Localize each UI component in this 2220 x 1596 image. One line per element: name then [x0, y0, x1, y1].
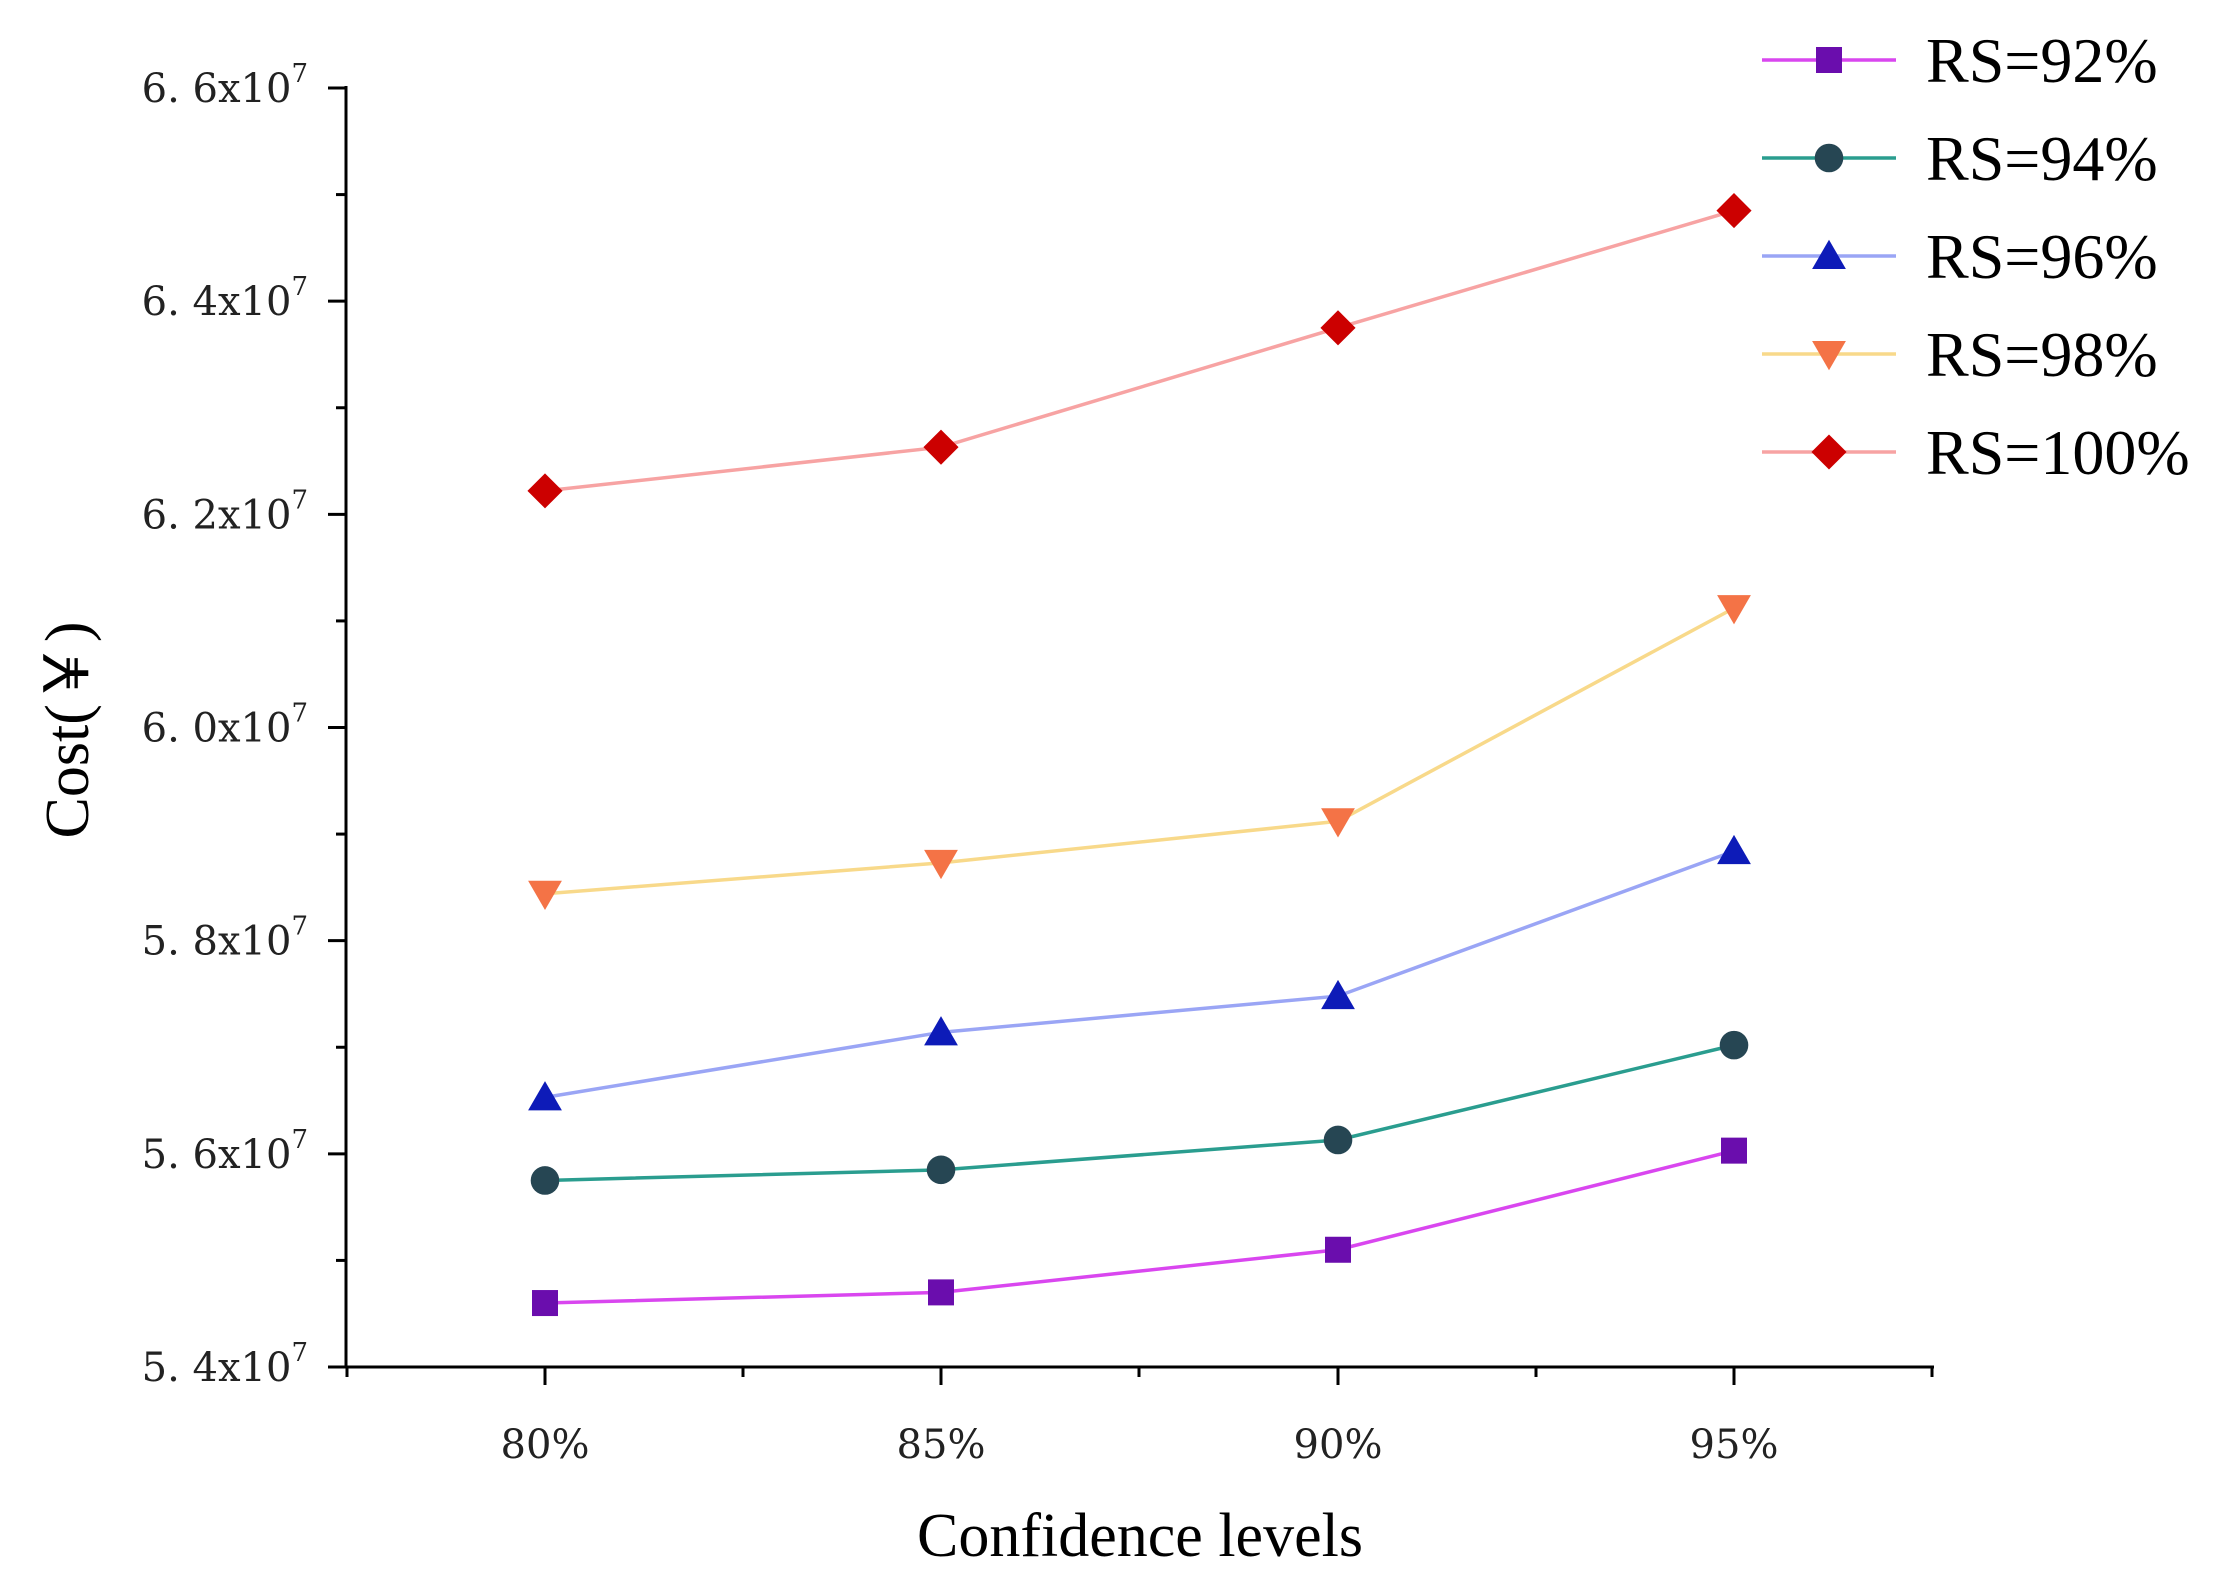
data-point [1716, 193, 1752, 229]
legend-entry: RS=100% [1762, 417, 2190, 488]
legend-label: RS=98% [1926, 319, 2158, 390]
legend-label: RS=96% [1926, 221, 2158, 292]
y-tick-label: 6. 2x107 [142, 485, 308, 538]
x-tick-label: 85% [897, 1422, 986, 1468]
series-line [544, 1043, 1735, 1183]
data-point [532, 1290, 558, 1317]
data-point [1717, 595, 1751, 625]
legend-entry: RS=96% [1762, 221, 2158, 292]
data-point [1321, 808, 1355, 838]
data-point [527, 473, 563, 509]
data-point [1321, 979, 1355, 1010]
series-RS=92% [532, 1137, 1747, 1317]
series-line [544, 208, 1735, 493]
legend-marker [1812, 239, 1846, 269]
y-tick-label: 6. 4x107 [142, 272, 308, 325]
legend-marker [1816, 47, 1842, 73]
series-layer [527, 193, 1752, 1317]
y-tick-label: 5. 8x107 [142, 912, 308, 965]
x-axis-title: Confidence levels [917, 1502, 1363, 1570]
axes: 5. 4x107 5. 6x107 5. 8x107 6. 0x107 6. 2x107… [142, 59, 1934, 1468]
data-point [1719, 1030, 1749, 1060]
data-point [924, 1016, 958, 1046]
data-point [528, 1081, 562, 1111]
data-point [1717, 834, 1751, 865]
legend-marker [1814, 143, 1844, 173]
legend-marker [1812, 341, 1846, 371]
legend: RS=92% RS=94% RS=96% RS=98% RS=100% [1762, 25, 2190, 488]
series-line [544, 849, 1735, 1100]
data-point [926, 1155, 956, 1185]
data-point [528, 880, 562, 911]
legend-label: RS=94% [1926, 123, 2158, 194]
y-tick-label: 6. 0x107 [142, 699, 308, 752]
legend-label: RS=92% [1926, 25, 2158, 96]
legend-entry: RS=94% [1762, 123, 2158, 194]
data-point [1323, 1125, 1353, 1155]
series-line [544, 606, 1735, 896]
legend-marker [1811, 434, 1847, 470]
y-tick-label: 5. 6x107 [142, 1125, 308, 1178]
series-RS=98% [528, 595, 1751, 911]
series-line [544, 1148, 1735, 1305]
legend-entry: RS=98% [1762, 319, 2158, 390]
data-point [530, 1166, 560, 1195]
y-axis-title: Cost(￥) [34, 621, 102, 838]
x-tick-label: 90% [1294, 1422, 1383, 1468]
data-point [923, 429, 959, 465]
series-RS=96% [528, 834, 1751, 1111]
data-point [924, 849, 958, 880]
series-RS=100% [527, 193, 1752, 509]
x-tick-label: 80% [501, 1422, 590, 1468]
y-tick-label: 5. 4x107 [142, 1338, 308, 1391]
data-point [928, 1279, 954, 1306]
legend-label: RS=100% [1926, 417, 2190, 488]
x-tick-label: 95% [1690, 1422, 1779, 1468]
data-point [1320, 310, 1356, 346]
series-RS=94% [530, 1030, 1749, 1195]
y-tick-label: 6. 6x107 [142, 59, 308, 112]
data-point [1325, 1236, 1351, 1263]
legend-entry: RS=92% [1762, 25, 2158, 96]
data-point [1721, 1137, 1747, 1164]
